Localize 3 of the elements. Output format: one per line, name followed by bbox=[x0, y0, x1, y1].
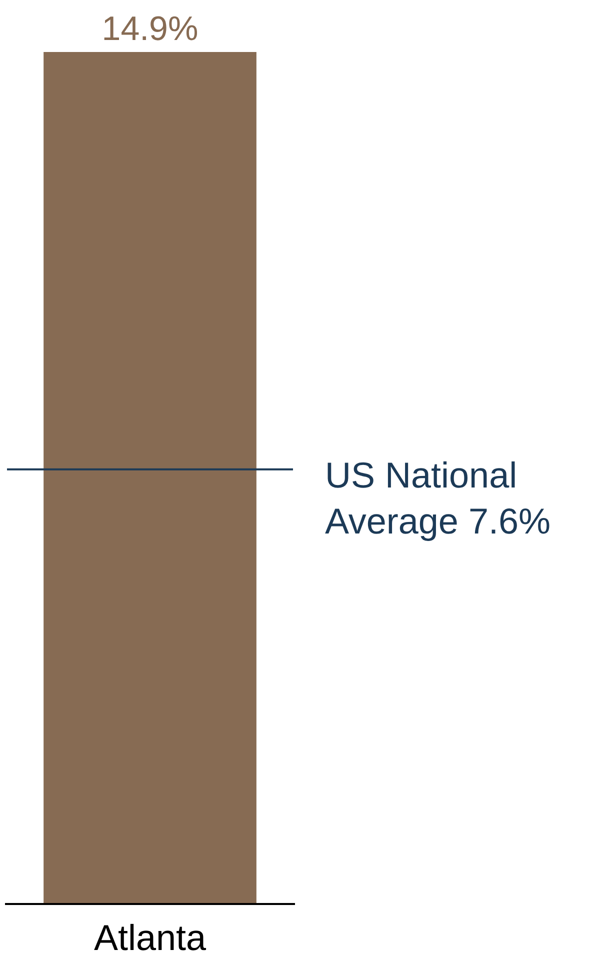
ref-line-label: US National Average 7.6% bbox=[325, 454, 550, 542]
data-label: 14.9% bbox=[102, 10, 198, 48]
x-tick-label: Atlanta bbox=[94, 917, 208, 958]
